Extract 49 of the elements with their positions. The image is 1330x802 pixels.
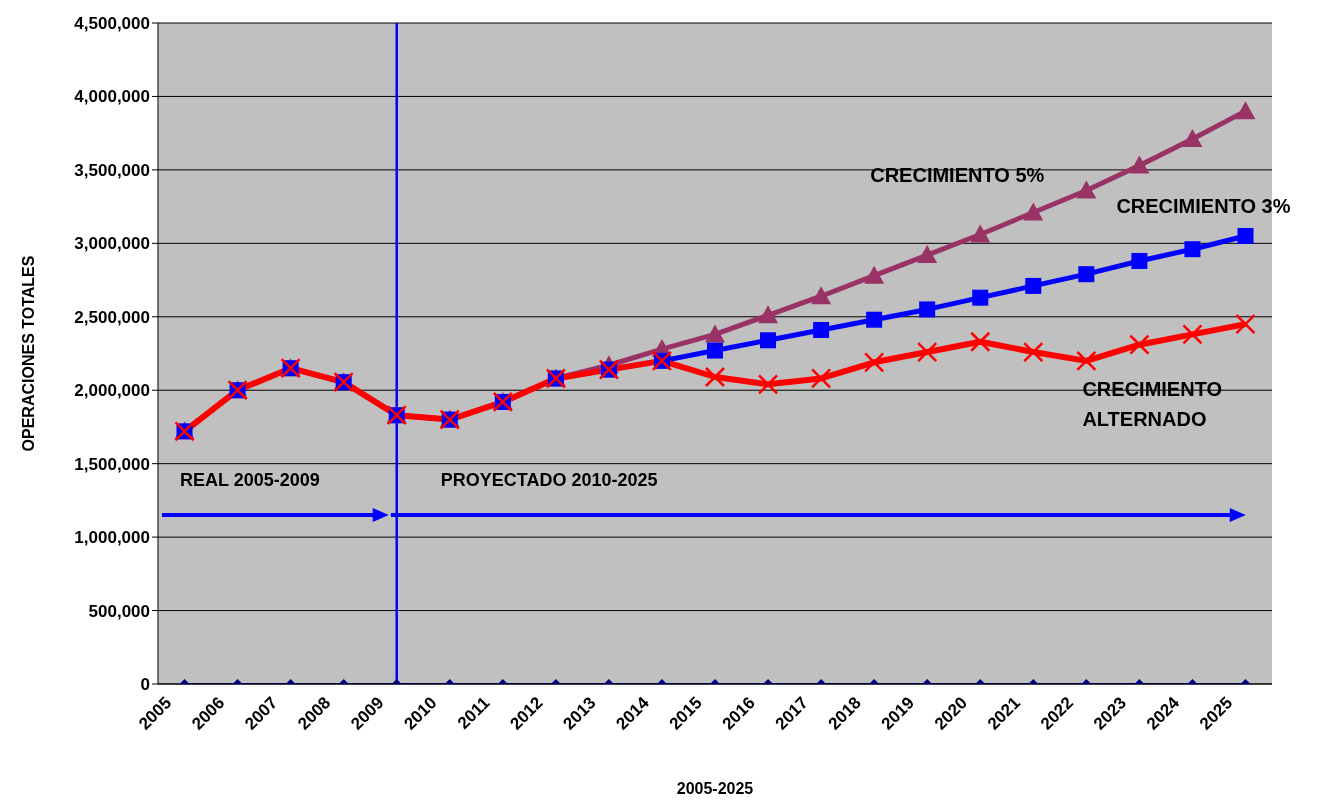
- y-tick-label: 3,500,000: [74, 160, 150, 180]
- point: [1129, 334, 1150, 355]
- point: [1184, 241, 1201, 258]
- point: [704, 366, 726, 388]
- point: [970, 224, 991, 243]
- point: [810, 368, 832, 389]
- point: [707, 342, 723, 359]
- point: [863, 352, 885, 373]
- point: [864, 265, 885, 284]
- point: [916, 341, 938, 363]
- point: [969, 331, 991, 352]
- annotation: REAL 2005-2009: [180, 469, 320, 491]
- x-axis-title: 2005-2025: [676, 780, 754, 797]
- point: [705, 324, 725, 343]
- point: [757, 374, 779, 395]
- point: [972, 289, 989, 306]
- point: [1023, 341, 1044, 363]
- y-tick-label: 500,000: [88, 601, 150, 621]
- point: [919, 301, 936, 318]
- point: [1182, 324, 1203, 345]
- annotation: PROYECTADO 2010-2025: [440, 469, 658, 491]
- point: [1235, 313, 1256, 335]
- point: [1129, 155, 1150, 174]
- y-tick-label: 1,000,000: [74, 528, 150, 548]
- point: [760, 332, 777, 349]
- point: [1023, 202, 1044, 221]
- point: [1025, 277, 1042, 294]
- y-tick-label: 2,000,000: [74, 381, 150, 401]
- y-axis-title: OPERACIONES TOTALES: [19, 255, 37, 452]
- point: [917, 245, 938, 264]
- point: [1076, 180, 1097, 199]
- point: [813, 322, 830, 338]
- y-tick-label: 4,500,000: [74, 14, 150, 34]
- y-tick-label: 3,000,000: [74, 234, 150, 254]
- point: [866, 311, 883, 328]
- point: [1237, 227, 1254, 244]
- point: [811, 286, 832, 305]
- series-label: CRECIMIENTO 3%: [1116, 194, 1291, 219]
- point: [1078, 266, 1095, 283]
- y-tick-label: 1,500,000: [74, 454, 150, 474]
- point: [1131, 252, 1148, 269]
- y-tick-label: 0: [140, 675, 150, 695]
- point: [1235, 101, 1256, 120]
- series-label: CRECIMIENTO 5%: [870, 162, 1046, 188]
- y-tick-label: 2,500,000: [74, 307, 150, 327]
- point: [758, 305, 779, 324]
- point: [1182, 129, 1203, 148]
- y-tick-label: 4,000,000: [74, 87, 150, 107]
- point: [1076, 350, 1097, 372]
